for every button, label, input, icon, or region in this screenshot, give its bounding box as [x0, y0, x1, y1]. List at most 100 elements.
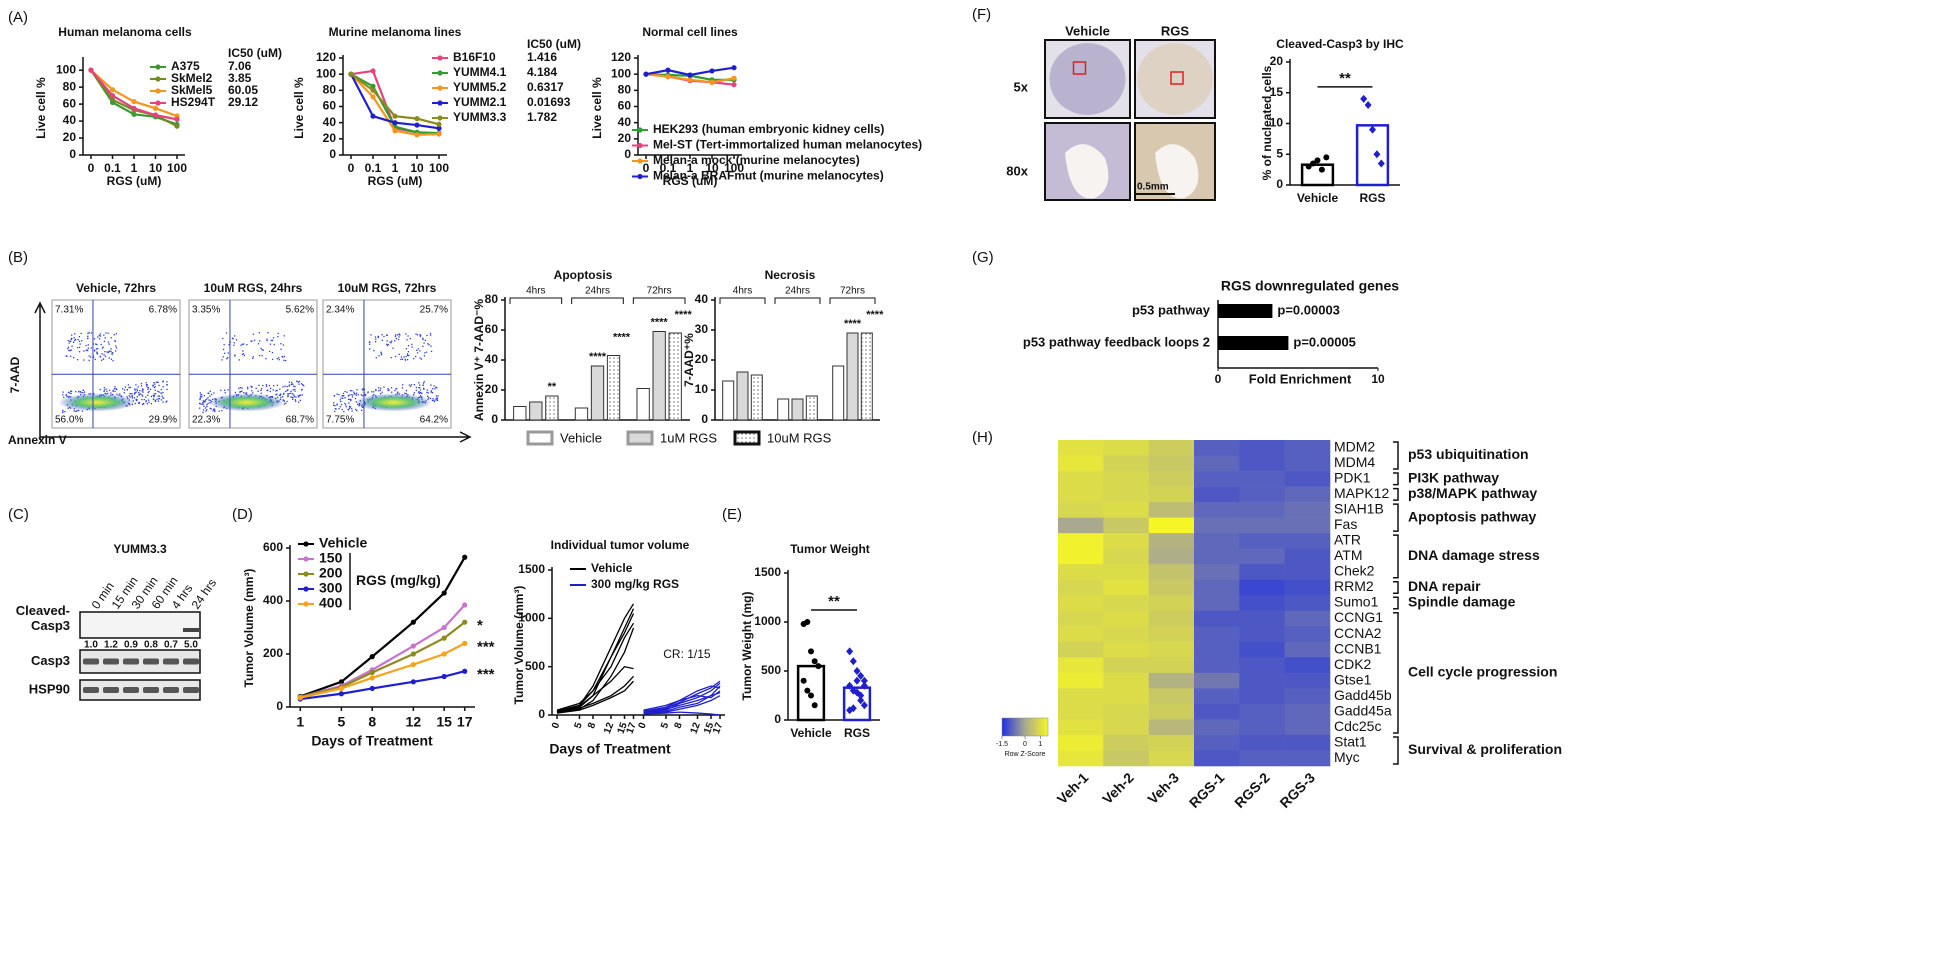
flow-event — [383, 386, 385, 388]
ic50-value: 3.85 — [228, 71, 252, 85]
flow-event — [150, 402, 153, 405]
chart-title: Apoptosis — [554, 268, 613, 282]
point — [811, 702, 818, 709]
heat-cell — [1148, 734, 1195, 751]
y-axis-label: Tumor Volume (mm³) — [512, 586, 526, 705]
flow-event — [166, 384, 168, 386]
flow-event — [107, 351, 109, 354]
heat-cell — [1239, 734, 1285, 751]
flow-event — [220, 389, 222, 391]
y-tick-label: 40 — [323, 115, 337, 129]
marker — [297, 695, 303, 701]
flow-event — [81, 410, 84, 412]
legend-label: 300 — [319, 580, 343, 596]
flow-event — [154, 399, 156, 402]
flow-event — [348, 407, 351, 409]
heat-cell — [1058, 455, 1104, 472]
bar — [791, 398, 804, 421]
point — [860, 681, 868, 690]
marker — [462, 619, 468, 625]
group-bracket — [719, 297, 766, 304]
flow-event — [271, 351, 274, 354]
bar — [832, 365, 845, 421]
flow-event — [108, 389, 111, 391]
flow-event — [424, 352, 426, 354]
flow-event — [287, 394, 289, 397]
flow-event — [333, 395, 336, 397]
x-tick-label: RGS — [1359, 191, 1385, 205]
flow-event — [283, 355, 286, 358]
flow-event — [87, 344, 89, 346]
flow-event — [213, 392, 215, 394]
point — [1314, 157, 1321, 164]
marker — [410, 651, 416, 657]
flow-event — [378, 387, 380, 389]
x-axis-label: Days of Treatment — [549, 741, 671, 757]
bar — [722, 380, 735, 421]
x-tick-label: 5 — [659, 721, 671, 730]
flow-event — [138, 393, 140, 396]
flow-event — [394, 340, 396, 342]
flow-event — [419, 389, 422, 391]
x-tick-label: 0.1 — [365, 161, 382, 175]
ihc-roi — [1170, 71, 1184, 85]
chart-title: Murine melanoma lines — [329, 25, 462, 39]
flow-event — [102, 346, 104, 348]
heat-cell — [1284, 750, 1331, 767]
flow-event — [156, 398, 158, 400]
flow-event — [373, 391, 375, 393]
flow-event — [371, 391, 373, 393]
flow-event — [381, 339, 383, 341]
flow-event — [341, 395, 343, 397]
flow-event — [347, 398, 350, 401]
flow-event — [69, 355, 72, 357]
scale-label: 0.5mm — [1137, 182, 1169, 193]
y-tick-label: 20 — [323, 131, 337, 145]
flow-event — [394, 355, 397, 358]
flow-event — [350, 394, 352, 396]
series-line — [300, 621, 466, 698]
flow-event — [87, 335, 89, 337]
flow-event — [436, 398, 439, 400]
marker — [131, 98, 137, 105]
flow-event — [258, 384, 260, 386]
flow-event — [428, 344, 430, 346]
flow-event — [423, 342, 425, 344]
flow-event — [271, 358, 274, 360]
flow-event — [94, 349, 96, 351]
group-bracket — [1393, 612, 1399, 734]
flow-event — [83, 359, 85, 361]
flow-event — [126, 396, 128, 398]
marker — [436, 131, 442, 137]
flow-event — [340, 400, 342, 403]
heat-cell — [1148, 502, 1195, 518]
y-tick-label: 40 — [695, 292, 709, 306]
flow-event — [75, 410, 77, 413]
legend-label: HEK293 (human embryonic kidney cells) — [653, 122, 884, 136]
flow-event — [131, 392, 133, 395]
flow-event — [268, 384, 271, 387]
chart-title: Tumor Weight — [790, 542, 870, 556]
bar — [545, 395, 559, 421]
flow-event — [292, 394, 295, 396]
marker — [414, 122, 420, 128]
y-tick-label: 20 — [63, 130, 77, 144]
y-tick-label: 0 — [701, 412, 708, 426]
point — [846, 647, 854, 656]
flow-event — [395, 334, 397, 336]
flow-event — [433, 399, 435, 401]
heat-cell — [1239, 533, 1285, 549]
flow-event — [408, 354, 410, 357]
flow-event — [302, 384, 304, 386]
point — [857, 671, 865, 680]
flow-event — [141, 398, 143, 401]
heat-cell — [1148, 657, 1195, 674]
legend-marker — [303, 571, 309, 577]
flow-event — [430, 350, 433, 353]
flow-event — [276, 389, 278, 392]
bar — [652, 331, 666, 421]
flow-event — [101, 353, 103, 355]
legend-label: Mel-ST (Tert-immortalized human melanocy… — [653, 138, 922, 152]
group-bracket — [1393, 580, 1399, 594]
